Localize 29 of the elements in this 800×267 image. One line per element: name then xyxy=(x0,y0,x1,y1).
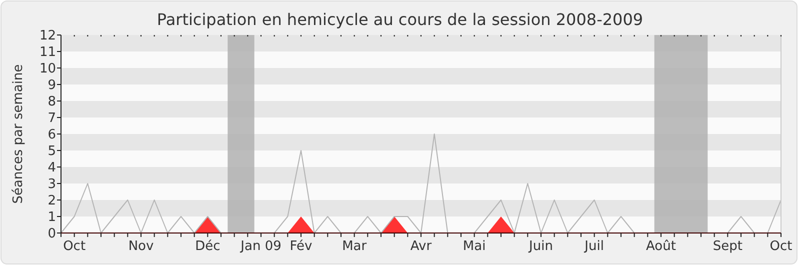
x-tick-label: Fév xyxy=(290,239,313,254)
x-tick-label: Oct xyxy=(770,239,792,254)
x-tick-label: Déc xyxy=(195,239,220,254)
x-tick-label: Mar xyxy=(342,239,368,254)
x-tick-label: Jan 09 xyxy=(240,239,282,254)
y-tick-label: 10 xyxy=(39,62,56,77)
y-tick-label: 4 xyxy=(48,160,56,176)
y-tick-label: 6 xyxy=(48,128,56,143)
y-tick-label: 12 xyxy=(39,28,56,44)
y-tick-label: 1 xyxy=(48,210,56,226)
y-tick-label: 11 xyxy=(39,45,56,60)
y-axis-title: Séances par semaine xyxy=(11,64,26,204)
x-tick-label: Juin xyxy=(528,239,553,254)
y-tick-label: 9 xyxy=(48,78,56,94)
y-tick-label: 8 xyxy=(48,94,56,110)
x-tick-label: Sept xyxy=(712,239,742,254)
line-series xyxy=(60,134,782,234)
x-tick-label: Nov xyxy=(128,239,154,254)
chart-title: Participation en hemicycle au cours de la session 2008-2009 xyxy=(156,10,644,29)
x-tick-label: Avr xyxy=(410,239,432,254)
y-tick-label: 2 xyxy=(48,194,56,209)
x-tick-label: Mai xyxy=(462,239,486,254)
y-tick-label: 3 xyxy=(48,177,56,192)
y-tick-label: 0 xyxy=(48,226,56,242)
y-tick-label: 5 xyxy=(48,144,56,160)
x-tick-label: Juil xyxy=(584,239,604,254)
x-tick-label: Août xyxy=(646,239,676,254)
y-tick-label: 7 xyxy=(48,111,56,126)
x-tick-label: Oct xyxy=(63,239,86,254)
